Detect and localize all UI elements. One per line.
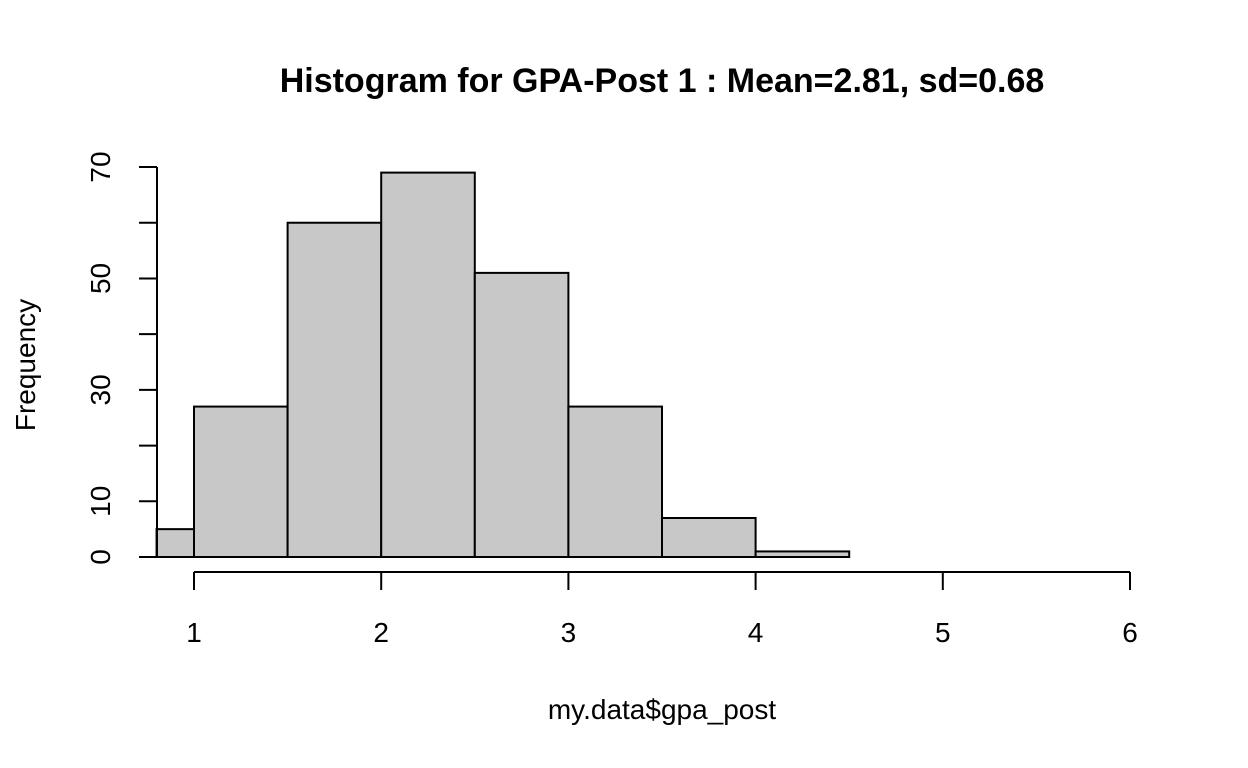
histogram-bar-1 [155, 528, 195, 559]
y-tick-label-0: 0 [85, 549, 116, 565]
histogram-bar-3 [286, 221, 383, 559]
x-tick-label-4: 4 [748, 617, 764, 648]
y-axis-label: Frequency [10, 299, 41, 431]
x-tick-label-5: 5 [935, 617, 951, 648]
x-tick-label-3: 3 [561, 617, 577, 648]
histogram-bar-2 [193, 405, 289, 559]
x-axis: 1 2 3 4 5 6 [186, 571, 1138, 648]
x-tick-label-2: 2 [373, 617, 389, 648]
bars-group [155, 171, 851, 559]
chart-title: Histogram for GPA-Post 1 : Mean=2.81, sd… [280, 62, 1045, 100]
y-tick-label-50: 50 [85, 263, 116, 294]
histogram-bar-4 [380, 171, 476, 558]
histogram-bar-6 [567, 405, 664, 559]
y-tick-label-70: 70 [85, 151, 116, 182]
histogram-bar-7 [661, 517, 757, 558]
histogram-bar-8 [754, 550, 851, 559]
histogram-bar-5 [473, 271, 570, 558]
y-axis: 0 10 30 50 70 [85, 151, 158, 565]
y-tick-label-10: 10 [85, 486, 116, 517]
y-tick-label-30: 30 [85, 374, 116, 405]
x-axis-label: my.data$gpa_post [548, 694, 777, 725]
x-tick-label-6: 6 [1122, 617, 1138, 648]
x-tick-label-1: 1 [186, 617, 202, 648]
